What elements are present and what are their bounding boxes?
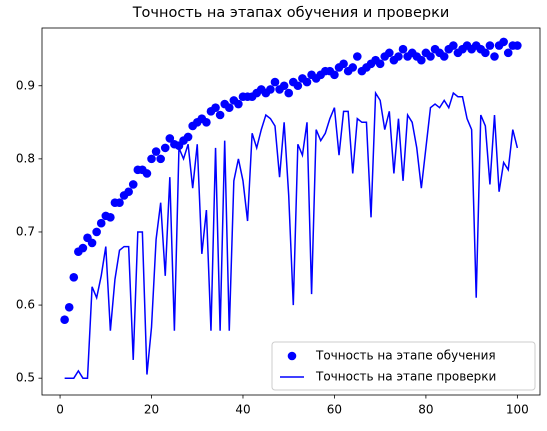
- legend-box: [271, 341, 536, 391]
- data-point: [481, 48, 490, 58]
- x-tick-label: 100: [506, 403, 529, 417]
- data-point: [499, 37, 508, 47]
- data-point: [398, 44, 408, 54]
- data-point: [339, 59, 348, 69]
- data-point: [60, 315, 69, 324]
- y-tick-label: 0.7: [16, 224, 35, 238]
- data-point: [485, 41, 495, 50]
- data-point: [92, 227, 101, 237]
- data-point: [115, 198, 124, 208]
- data-point: [142, 169, 152, 178]
- data-point: [147, 154, 156, 164]
- data-line: [64, 90, 519, 379]
- data-point: [270, 77, 280, 87]
- y-tick-label: 0.6: [16, 298, 35, 312]
- legend-label: Точность на этапе обучения: [315, 349, 496, 363]
- y-tick-label: 0.8: [16, 151, 35, 165]
- y-tick-label: 0.5: [16, 371, 35, 385]
- data-point: [78, 243, 88, 253]
- data-point: [87, 238, 97, 248]
- data-point: [224, 103, 234, 112]
- data-point: [353, 52, 362, 61]
- data-point: [503, 48, 513, 58]
- data-point: [426, 52, 435, 61]
- data-point: [394, 52, 403, 61]
- data-point: [490, 52, 499, 61]
- axes-frame: [41, 27, 541, 396]
- legend-label: Точность на этапе проверки: [315, 370, 496, 384]
- data-point: [348, 63, 358, 72]
- data-point: [417, 55, 426, 65]
- data-point: [385, 48, 394, 58]
- x-tick-label: 60: [327, 403, 342, 417]
- data-point: [69, 272, 79, 282]
- chart-title: Точность на этапах обучения и проверки: [132, 5, 450, 21]
- data-point: [215, 110, 225, 120]
- data-point: [375, 59, 385, 69]
- data-point: [513, 41, 522, 50]
- data-point: [128, 180, 138, 189]
- data-point: [96, 218, 106, 228]
- data-point: [449, 41, 458, 50]
- x-tick-label: 0: [56, 403, 64, 417]
- data-point: [151, 147, 161, 156]
- data-point: [266, 85, 275, 94]
- data-point: [279, 81, 289, 91]
- data-point: [202, 118, 211, 127]
- data-point: [302, 77, 312, 87]
- data-point: [160, 143, 170, 153]
- data-point: [293, 81, 303, 91]
- x-tick-label: 80: [418, 403, 433, 417]
- data-point: [284, 88, 294, 98]
- x-tick-label: 40: [235, 403, 250, 417]
- x-tick-label: 20: [144, 403, 159, 417]
- y-tick-label: 0.9: [16, 78, 35, 92]
- data-point: [330, 70, 339, 80]
- legend-marker: [287, 351, 297, 361]
- data-point: [165, 134, 175, 143]
- data-point: [211, 103, 220, 112]
- data-point: [439, 52, 449, 61]
- data-point: [183, 132, 193, 142]
- data-point: [106, 213, 115, 222]
- data-point: [64, 302, 74, 312]
- data-point: [156, 154, 165, 164]
- data-point: [124, 187, 133, 197]
- data-point: [234, 99, 243, 109]
